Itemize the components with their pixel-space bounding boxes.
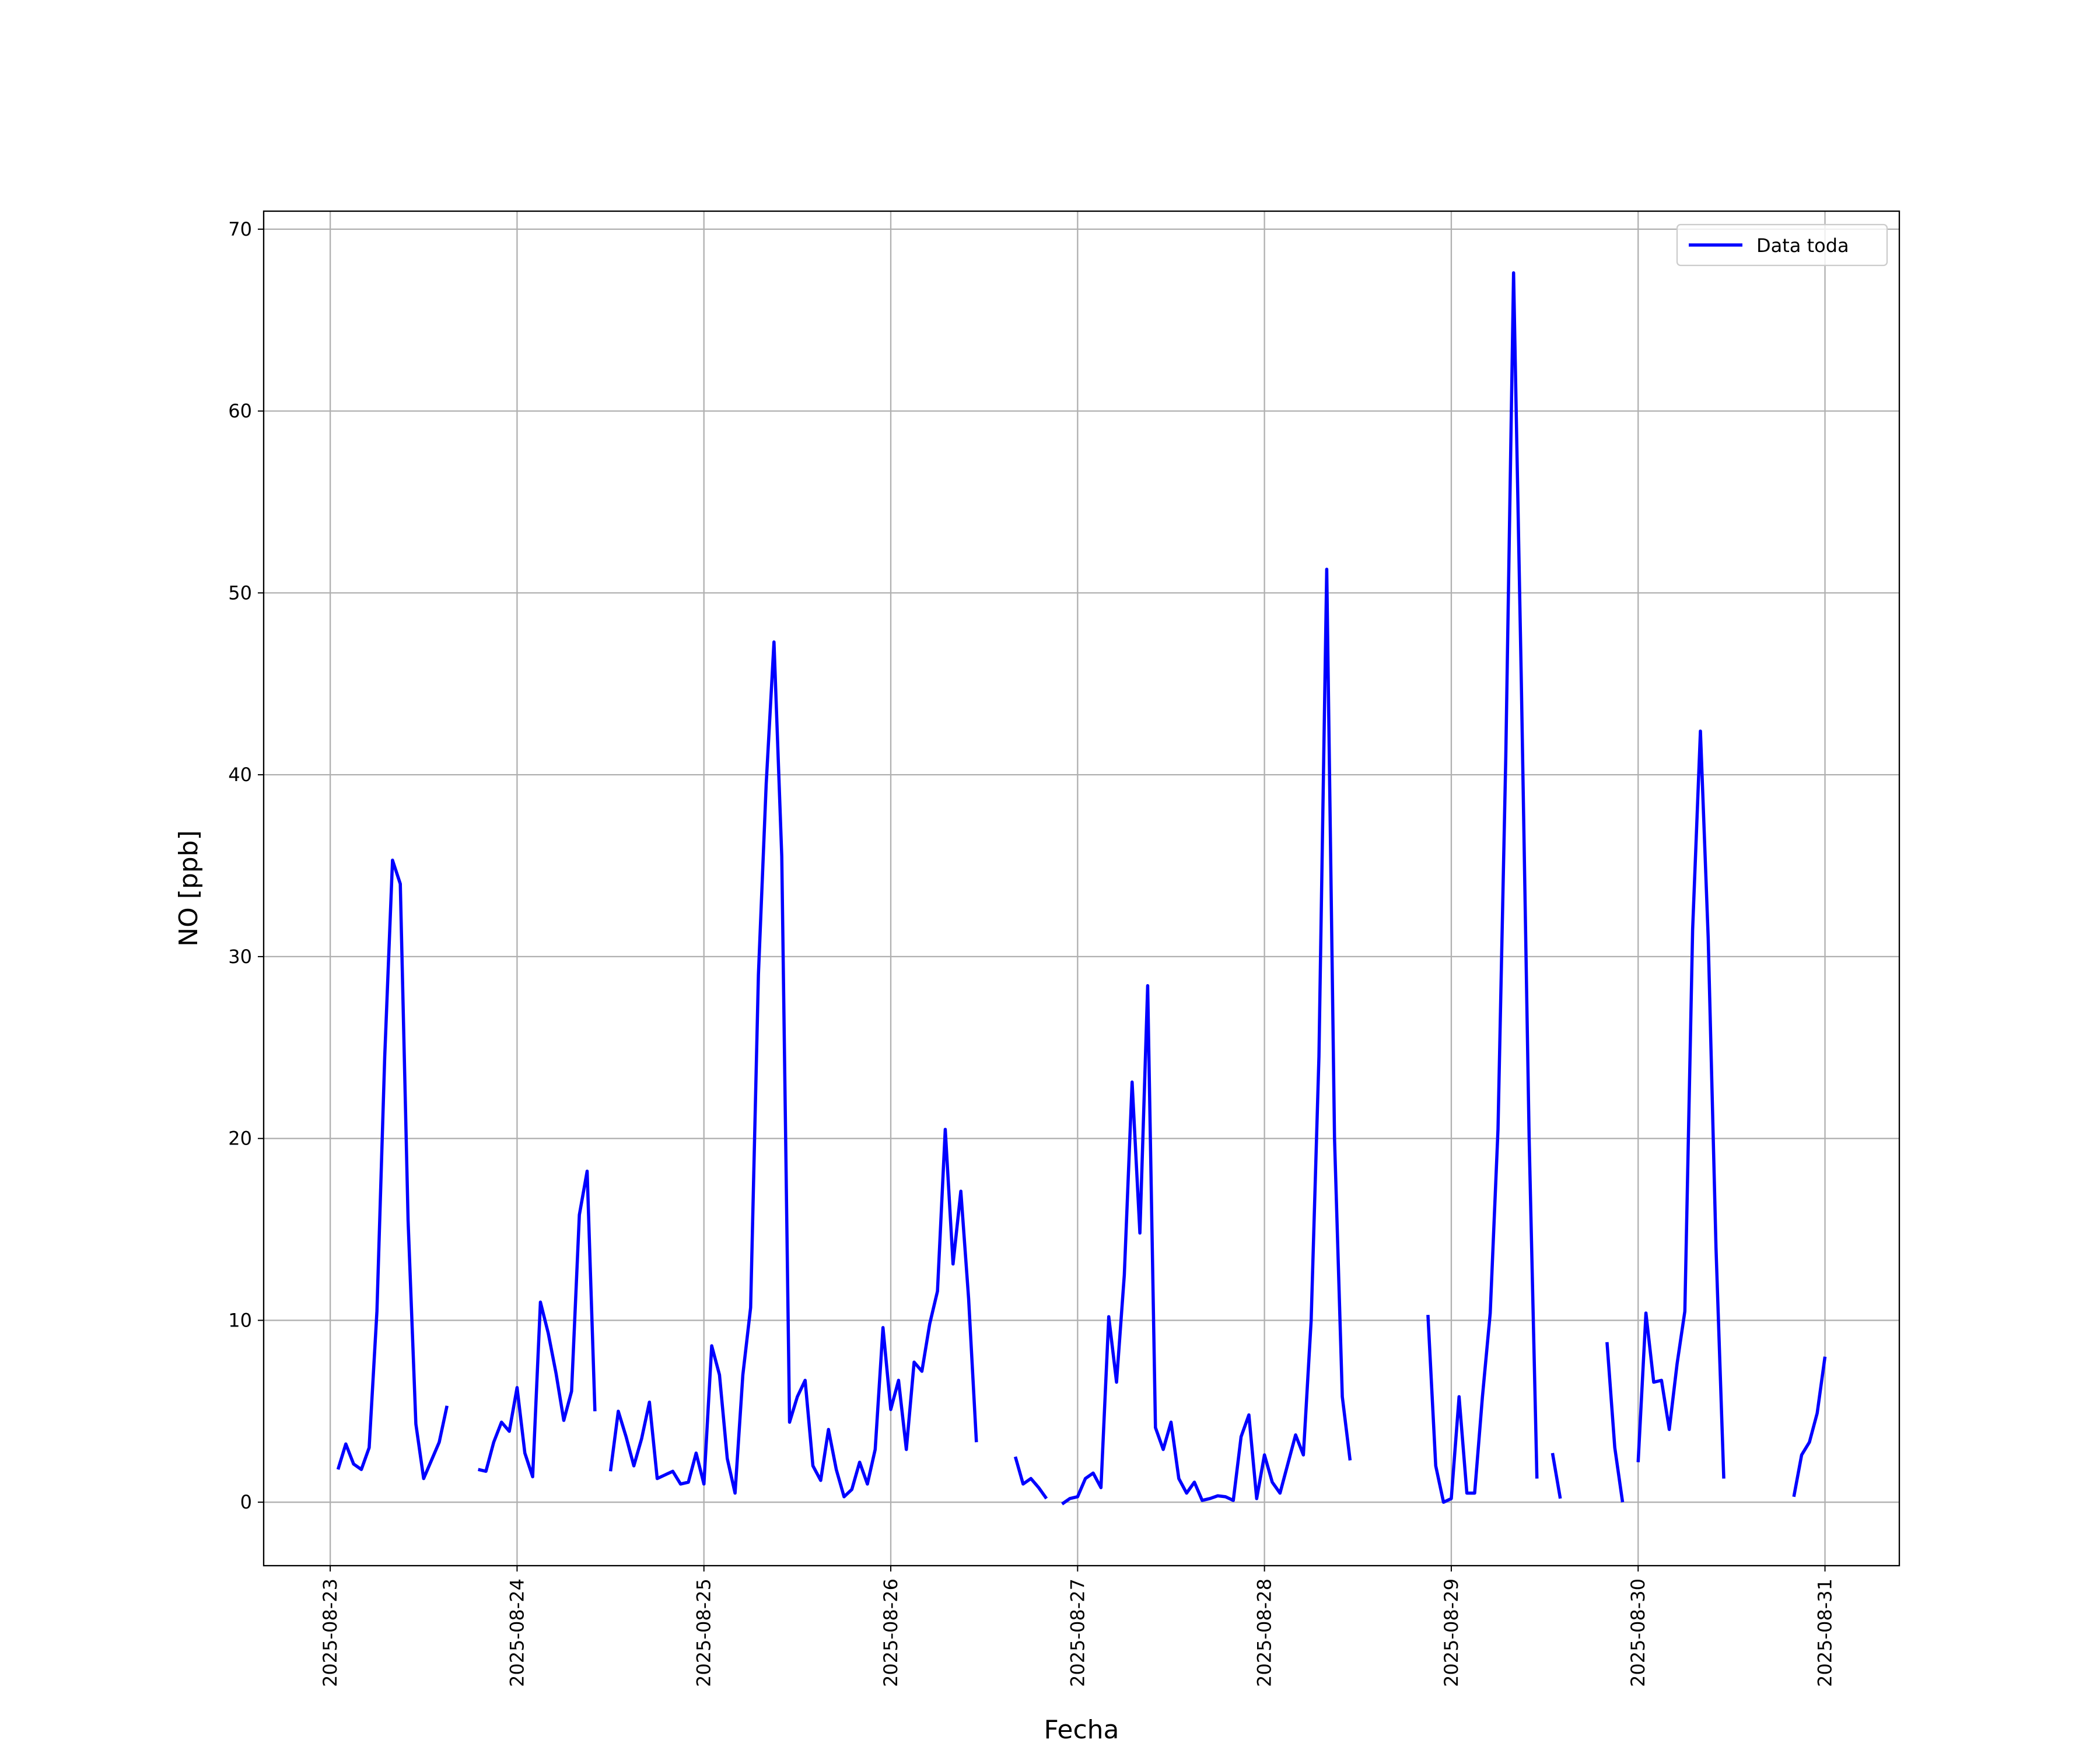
y-tick-label: 40 [228,764,252,786]
x-tick-label: 2025-08-27 [1066,1578,1088,1687]
x-tick-label: 2025-08-31 [1814,1578,1836,1687]
x-tick-label: 2025-08-28 [1254,1578,1276,1687]
y-tick-label: 30 [228,946,252,968]
x-tick-label: 2025-08-25 [693,1578,715,1687]
y-tick-label: 60 [228,400,252,422]
y-tick-label: 70 [228,218,252,240]
y-axis-label: NO [ppb] [174,830,204,947]
y-tick-label: 20 [228,1128,252,1150]
data-line [336,271,1827,1506]
legend: Data toda [1676,223,1888,267]
y-tick-label: 0 [240,1491,252,1513]
y-tick-label: 50 [228,582,252,604]
legend-box [1676,223,1888,267]
x-tick-label: 2025-08-24 [506,1578,528,1687]
x-tick-label: 2025-08-29 [1440,1578,1462,1687]
legend-label: Data toda [1756,235,1849,257]
y-tick-label: 10 [228,1309,252,1331]
x-tick-label: 2025-08-26 [880,1578,902,1687]
plot-frame [262,210,1901,1567]
x-axis-label: Fecha [1044,1715,1119,1745]
x-tick-label: 2025-08-23 [319,1578,341,1687]
x-tick-label: 2025-08-30 [1627,1578,1649,1687]
